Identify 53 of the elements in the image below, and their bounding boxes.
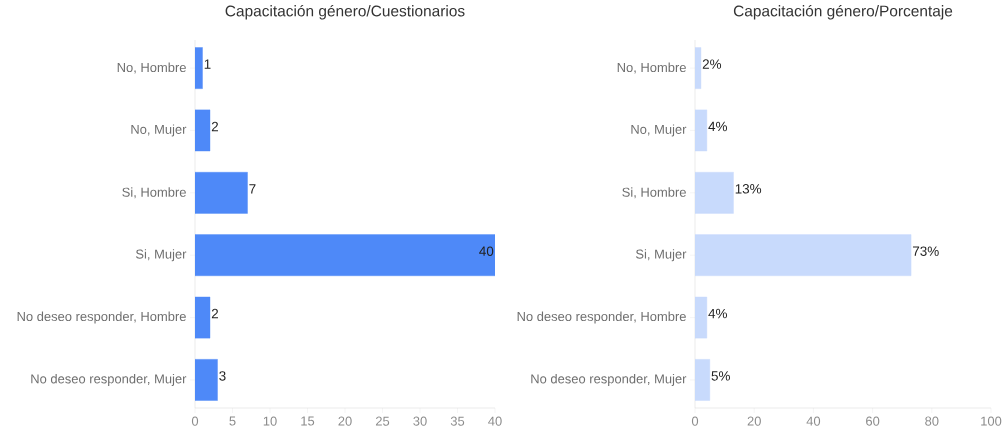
data-label: 3 <box>219 371 226 381</box>
bar <box>695 172 734 214</box>
data-label: 73% <box>912 246 939 256</box>
x-tick-label: 40 <box>806 416 821 426</box>
x-tick-label: 20 <box>747 416 761 426</box>
x-tick-label: 40 <box>488 416 502 426</box>
x-tick-label: 35 <box>450 416 465 426</box>
bar <box>195 47 203 89</box>
y-tick-label: No deseo responder, Hombre <box>17 311 186 324</box>
data-label: 2% <box>702 59 722 69</box>
y-tick-label: No deseo responder, Mujer <box>531 373 687 386</box>
bar <box>195 234 495 276</box>
data-label: 7 <box>249 184 256 194</box>
x-tick-label: 0 <box>191 416 199 426</box>
x-tick-label: 20 <box>338 416 352 426</box>
y-tick-label: No, Mujer <box>131 124 187 137</box>
bar <box>695 359 711 401</box>
x-tick-label: 25 <box>375 416 390 426</box>
data-label: 4% <box>708 121 728 132</box>
bar <box>195 359 218 401</box>
data-label: 2 <box>211 121 219 132</box>
x-tick-label: 15 <box>301 416 315 426</box>
y-tick-label: No deseo responder, Mujer <box>31 373 187 386</box>
y-tick-label: Si, Hombre <box>622 187 686 199</box>
x-tick-label: 60 <box>866 416 880 426</box>
bar <box>195 109 211 152</box>
bar <box>695 47 702 89</box>
data-label: 4% <box>708 308 728 319</box>
x-tick-label: 80 <box>925 416 939 426</box>
bar <box>695 234 912 276</box>
bar <box>695 296 708 339</box>
chart-title: Capacitación género/Porcentaje <box>733 4 953 20</box>
y-tick-label: No, Mujer <box>631 124 687 137</box>
y-tick-label: Si, Mujer <box>635 249 687 262</box>
data-label: 1 <box>204 59 211 69</box>
data-label: 5% <box>711 371 730 381</box>
y-tick-label: No, Hombre <box>617 62 686 74</box>
x-tick-label: 100 <box>981 416 1002 426</box>
bar <box>695 109 708 152</box>
data-label: 40 <box>479 246 494 256</box>
y-tick-label: Si, Mujer <box>135 249 187 262</box>
bar <box>195 296 211 339</box>
x-tick-label: 5 <box>229 416 236 426</box>
x-tick-label: 10 <box>263 416 277 426</box>
data-label: 2 <box>211 308 219 319</box>
bar <box>195 172 248 214</box>
y-tick-label: No, Hombre <box>117 62 186 74</box>
data-label: 13% <box>735 184 762 194</box>
chart-title: Capacitación género/Cuestionarios <box>225 4 465 20</box>
x-tick-label: 30 <box>413 416 427 426</box>
y-tick-label: Si, Hombre <box>122 187 186 199</box>
x-tick-label: 0 <box>691 416 699 426</box>
y-tick-label: No deseo responder, Hombre <box>517 311 686 324</box>
